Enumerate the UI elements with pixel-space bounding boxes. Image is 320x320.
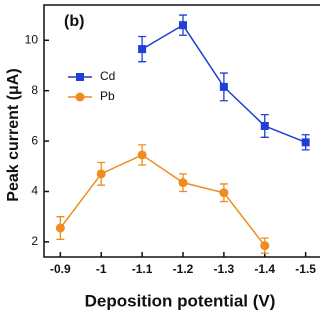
x-tick-label: -0.9 bbox=[50, 262, 71, 276]
data-point bbox=[178, 178, 188, 188]
x-tick-label: -1.4 bbox=[254, 262, 275, 276]
data-point bbox=[138, 45, 147, 54]
legend-marker bbox=[75, 92, 85, 102]
x-tick-label: -1.2 bbox=[173, 262, 194, 276]
y-axis-label: Peak current (μA) bbox=[5, 68, 22, 201]
legend-marker bbox=[76, 73, 84, 81]
x-tick-label: -1.3 bbox=[214, 262, 235, 276]
annotation: (b) bbox=[64, 13, 84, 30]
data-point bbox=[219, 188, 229, 198]
data-point bbox=[301, 138, 310, 147]
data-point bbox=[137, 150, 147, 160]
x-tick-label: -1.1 bbox=[132, 262, 153, 276]
data-point bbox=[179, 21, 187, 30]
data-point bbox=[260, 241, 270, 251]
data-point bbox=[260, 121, 269, 130]
y-tick-label: 10 bbox=[25, 32, 39, 46]
x-tick-label: -1.5 bbox=[295, 262, 316, 276]
data-point bbox=[96, 169, 106, 179]
x-tick-label: -1 bbox=[96, 262, 107, 276]
legend-label: Cd bbox=[100, 69, 115, 83]
x-axis-label: Deposition potential (V) bbox=[85, 291, 276, 310]
data-point bbox=[219, 82, 228, 91]
data-point bbox=[55, 223, 65, 233]
series-line bbox=[59, 154, 266, 247]
y-tick-label: 4 bbox=[31, 184, 38, 198]
y-tick-label: 2 bbox=[31, 234, 38, 248]
y-tick-label: 6 bbox=[31, 133, 38, 147]
y-tick-label: 8 bbox=[31, 83, 38, 97]
legend-label: Pb bbox=[100, 89, 115, 103]
